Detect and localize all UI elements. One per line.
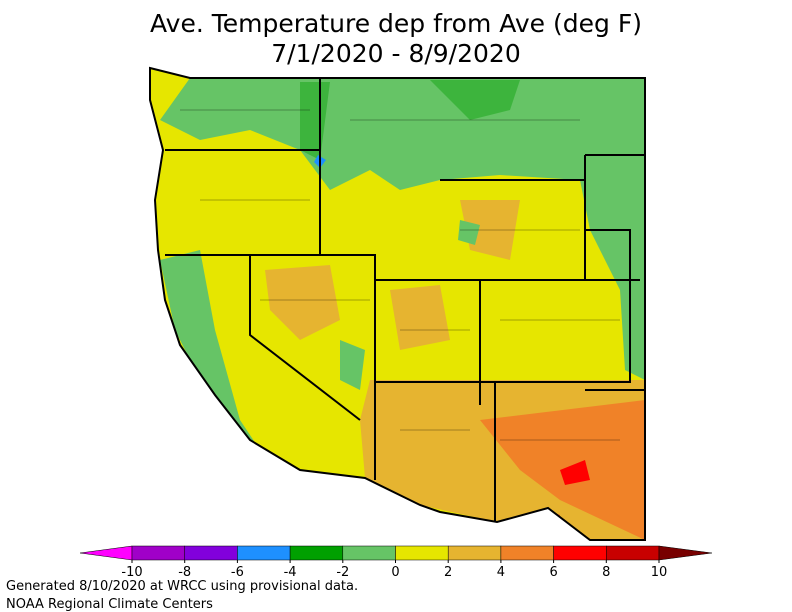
legend-tick-label: -8: [178, 565, 191, 580]
legend-tick-label: 6: [549, 565, 557, 580]
legend-swatch: [184, 545, 238, 561]
legend-swatch: [395, 545, 449, 561]
footer-line: Generated 8/10/2020 at WRCC using provis…: [6, 579, 358, 594]
legend-tick-label: -10: [121, 565, 142, 580]
map-title: Ave. Temperature dep from Ave (deg F): [150, 9, 642, 38]
legend-tick-label: 10: [651, 565, 668, 580]
legend-swatch: [500, 545, 554, 561]
legend-tick-label: 4: [497, 565, 505, 580]
footer-line: NOAA Regional Climate Centers: [6, 597, 213, 612]
legend-swatch: [606, 545, 660, 561]
legend-arrow-low: [79, 545, 133, 561]
legend-tick-label: 0: [391, 565, 399, 580]
map-area: [150, 68, 645, 540]
legend-swatch: [447, 545, 502, 561]
map-subtitle: 7/1/2020 - 8/9/2020: [271, 39, 520, 68]
legend-arrow-high: [658, 545, 713, 561]
legend-swatch: [237, 545, 291, 561]
legend-tick-label: 2: [444, 565, 452, 580]
color-legend: -10 -8 -6 -4 -2 0 2 4 6 8 10: [79, 545, 713, 580]
legend-swatch: [131, 545, 185, 561]
legend-tick-label: 8: [602, 565, 610, 580]
legend-tick-label: -4: [284, 565, 297, 580]
legend-swatch: [553, 545, 607, 561]
state-borders: [149, 66, 646, 541]
legend-swatch: [342, 545, 396, 561]
legend-tick-label: -2: [336, 565, 349, 580]
legend-tick-label: -6: [231, 565, 244, 580]
legend-swatch: [289, 545, 344, 561]
